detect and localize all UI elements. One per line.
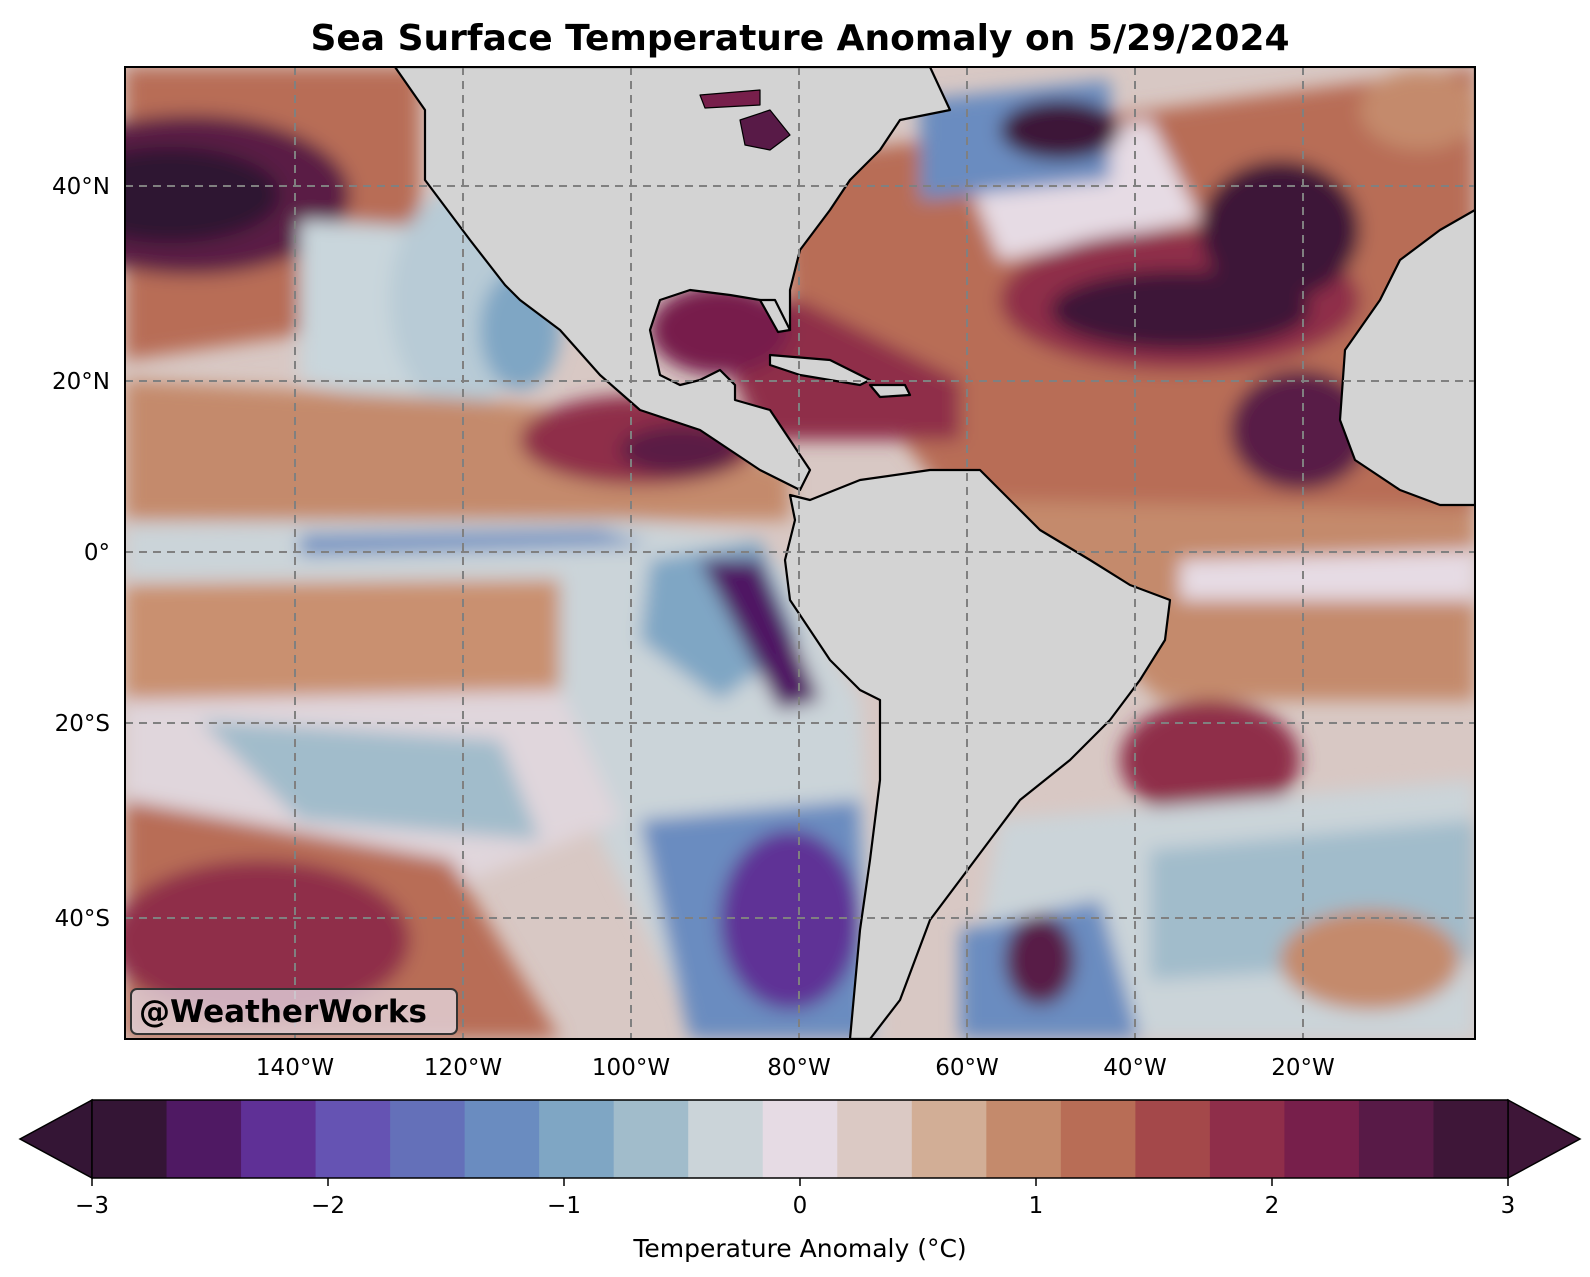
colorbar-tick-label: 2 xyxy=(1265,1193,1280,1219)
lon-label: 20°W xyxy=(1271,1055,1335,1081)
great-lakes xyxy=(739,109,791,151)
anomaly-field xyxy=(125,67,1475,1039)
colorbar-bin xyxy=(464,1100,540,1178)
land-masses xyxy=(393,67,1475,1039)
colorbar-tick-label: 1 xyxy=(1029,1193,1044,1219)
florida xyxy=(758,298,792,334)
lon-label: 60°W xyxy=(935,1055,999,1081)
colorbar-bin xyxy=(315,1100,391,1178)
lat-label: 40°S xyxy=(55,906,110,932)
great-lakes-2 xyxy=(699,89,761,109)
lat-label: 20°N xyxy=(52,369,110,395)
colorbar-bin xyxy=(1358,1100,1435,1178)
colorbar-bin xyxy=(986,1100,1062,1178)
colorbar-bins xyxy=(92,1100,1509,1178)
colorbar: −3 −2 −1 0 1 2 3 Temperature Anomaly (°C) xyxy=(18,1098,1582,1263)
latitude-labels: 40°N 20°N 0° 20°S 40°S xyxy=(52,174,110,932)
colorbar-tick-label: 3 xyxy=(1501,1193,1516,1219)
colorbar-tick-label: −2 xyxy=(311,1193,345,1219)
map-title: Sea Surface Temperature Anomaly on 5/29/… xyxy=(310,18,1289,59)
lat-label: 40°N xyxy=(52,174,110,200)
colorbar-ticks: −3 −2 −1 0 1 2 3 xyxy=(75,1178,1515,1219)
colorbar-bin xyxy=(688,1100,764,1178)
colorbar-bin xyxy=(390,1100,466,1178)
north-america xyxy=(393,67,952,492)
colorbar-bin xyxy=(762,1100,838,1178)
lat-label: 0° xyxy=(84,540,110,566)
colorbar-extend-low xyxy=(18,1098,93,1180)
colorbar-tick-label: −1 xyxy=(547,1193,581,1219)
colorbar-bin xyxy=(1209,1100,1286,1178)
watermark-text: @WeatherWorks xyxy=(139,994,427,1030)
colorbar-bin xyxy=(1284,1100,1360,1178)
colorbar-tick-label: −3 xyxy=(75,1193,109,1219)
colorbar-bin xyxy=(837,1100,913,1178)
lon-label: 100°W xyxy=(592,1055,670,1081)
colorbar-tick-label: 0 xyxy=(793,1193,808,1219)
colorbar-bin xyxy=(92,1100,168,1178)
colorbar-bin xyxy=(1135,1100,1211,1178)
lon-label: 140°W xyxy=(256,1055,334,1081)
colorbar-bin xyxy=(613,1100,689,1178)
lon-label: 40°W xyxy=(1103,1055,1167,1081)
colorbar-bin xyxy=(166,1100,242,1178)
map-frame xyxy=(124,66,1476,1040)
colorbar-bin xyxy=(241,1100,317,1178)
pacific-anomaly-patches xyxy=(125,67,880,1039)
cuba xyxy=(768,353,872,387)
graticule xyxy=(125,67,1475,1039)
lat-label: 20°S xyxy=(55,711,110,737)
south-america xyxy=(783,468,1172,1039)
hispaniola xyxy=(868,383,912,399)
colorbar-bin xyxy=(1433,1100,1509,1178)
longitude-labels: 140°W 120°W 100°W 80°W 60°W 40°W 20°W xyxy=(256,1055,1335,1081)
colorbar-label: Temperature Anomaly (°C) xyxy=(632,1234,966,1263)
colorbar-bin xyxy=(539,1100,615,1178)
lon-label: 80°W xyxy=(767,1055,831,1081)
colorbar-bin xyxy=(911,1100,987,1178)
colorbar-extend-high xyxy=(1507,1098,1582,1180)
lon-label: 120°W xyxy=(424,1055,502,1081)
colorbar-bin xyxy=(1060,1100,1136,1178)
map-panel xyxy=(124,66,1476,1040)
africa xyxy=(1338,67,1475,507)
watermark: @WeatherWorks xyxy=(130,988,458,1035)
